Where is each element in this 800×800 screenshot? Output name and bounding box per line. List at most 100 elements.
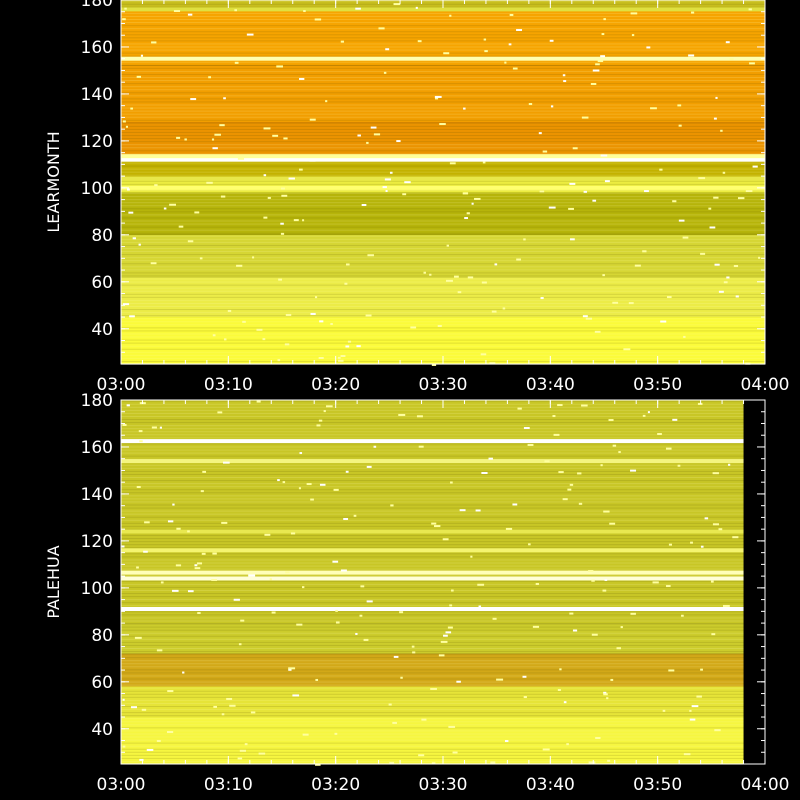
striation bbox=[121, 150, 765, 152]
speckle bbox=[445, 279, 453, 282]
striation bbox=[121, 651, 744, 653]
striation bbox=[121, 110, 765, 112]
speckle bbox=[494, 263, 498, 266]
speckle bbox=[467, 276, 474, 279]
speckle bbox=[682, 236, 689, 239]
striation bbox=[121, 510, 744, 512]
striation bbox=[121, 736, 744, 738]
striation bbox=[121, 104, 765, 106]
speckle bbox=[620, 626, 623, 629]
speckle bbox=[709, 226, 716, 229]
speckle bbox=[606, 697, 609, 700]
speckle bbox=[418, 445, 424, 448]
speckle bbox=[201, 552, 206, 555]
speckle bbox=[310, 312, 316, 315]
speckle bbox=[678, 219, 685, 222]
speckle bbox=[303, 10, 306, 13]
speckle bbox=[208, 76, 212, 79]
striation bbox=[121, 580, 744, 582]
speckle bbox=[603, 18, 606, 21]
striation bbox=[121, 501, 744, 503]
striation bbox=[121, 89, 765, 91]
striation bbox=[121, 626, 744, 628]
striation bbox=[121, 141, 765, 143]
speckle bbox=[154, 184, 158, 187]
y-tick-label: 40 bbox=[91, 720, 113, 740]
speckle bbox=[309, 118, 316, 121]
striation bbox=[121, 638, 744, 640]
speckle bbox=[535, 582, 539, 585]
speckle bbox=[411, 645, 415, 648]
speckle bbox=[325, 100, 328, 103]
speckle bbox=[298, 487, 301, 490]
speckle bbox=[646, 46, 651, 49]
speckle bbox=[713, 196, 719, 199]
striation bbox=[121, 260, 765, 262]
speckle bbox=[302, 733, 309, 736]
speckle bbox=[604, 579, 608, 582]
speckle bbox=[569, 612, 574, 615]
speckle bbox=[128, 211, 134, 214]
striation bbox=[121, 269, 765, 271]
speckle bbox=[451, 589, 454, 592]
speckle bbox=[288, 177, 295, 180]
speckle bbox=[512, 503, 518, 506]
spectrum-band bbox=[121, 653, 744, 687]
speckle bbox=[470, 555, 473, 558]
speckle bbox=[490, 761, 496, 764]
speckle bbox=[431, 363, 437, 366]
speckle bbox=[569, 238, 575, 241]
speckle bbox=[160, 581, 164, 584]
striation bbox=[121, 330, 765, 332]
striation bbox=[121, 406, 744, 408]
speckle bbox=[315, 763, 321, 766]
speckle bbox=[373, 133, 381, 136]
striation bbox=[121, 275, 765, 277]
speckle bbox=[355, 7, 361, 10]
striation bbox=[121, 196, 765, 198]
striation bbox=[121, 473, 744, 475]
speckle bbox=[383, 71, 387, 74]
striation bbox=[121, 745, 744, 747]
speckle bbox=[652, 581, 659, 584]
speckle bbox=[184, 138, 187, 141]
striation bbox=[121, 272, 765, 274]
striation bbox=[121, 712, 744, 714]
y-tick-label: 80 bbox=[91, 226, 113, 246]
spectrum-band bbox=[121, 717, 744, 764]
speckle bbox=[517, 407, 522, 410]
striation bbox=[121, 125, 765, 127]
x-tick-label: 03:00 bbox=[97, 375, 146, 395]
speckle bbox=[677, 464, 681, 467]
speckle bbox=[285, 313, 292, 316]
speckle bbox=[591, 579, 595, 582]
speckle bbox=[122, 698, 125, 701]
speckle bbox=[700, 668, 703, 671]
speckle bbox=[678, 124, 682, 127]
speckle bbox=[443, 634, 448, 637]
speckle bbox=[562, 498, 568, 501]
speckle bbox=[601, 33, 605, 36]
x-tick-label: 04:00 bbox=[741, 775, 790, 795]
speckle bbox=[246, 33, 254, 36]
speckle bbox=[310, 498, 314, 501]
speckle bbox=[690, 541, 693, 544]
spectrum-band bbox=[121, 9, 765, 66]
striation bbox=[121, 25, 765, 27]
striation bbox=[121, 641, 744, 643]
speckle bbox=[668, 669, 675, 672]
striation bbox=[121, 644, 744, 646]
speckle bbox=[594, 330, 601, 333]
speckle bbox=[363, 638, 369, 641]
striation bbox=[121, 86, 765, 88]
speckle bbox=[138, 243, 141, 246]
speckle bbox=[345, 263, 350, 266]
speckle bbox=[710, 580, 714, 583]
striation bbox=[121, 419, 744, 421]
striation bbox=[121, 168, 765, 170]
striation bbox=[121, 309, 765, 311]
speckle bbox=[642, 414, 646, 417]
speckle bbox=[483, 38, 487, 41]
striation bbox=[121, 284, 765, 286]
speckle bbox=[704, 517, 709, 520]
